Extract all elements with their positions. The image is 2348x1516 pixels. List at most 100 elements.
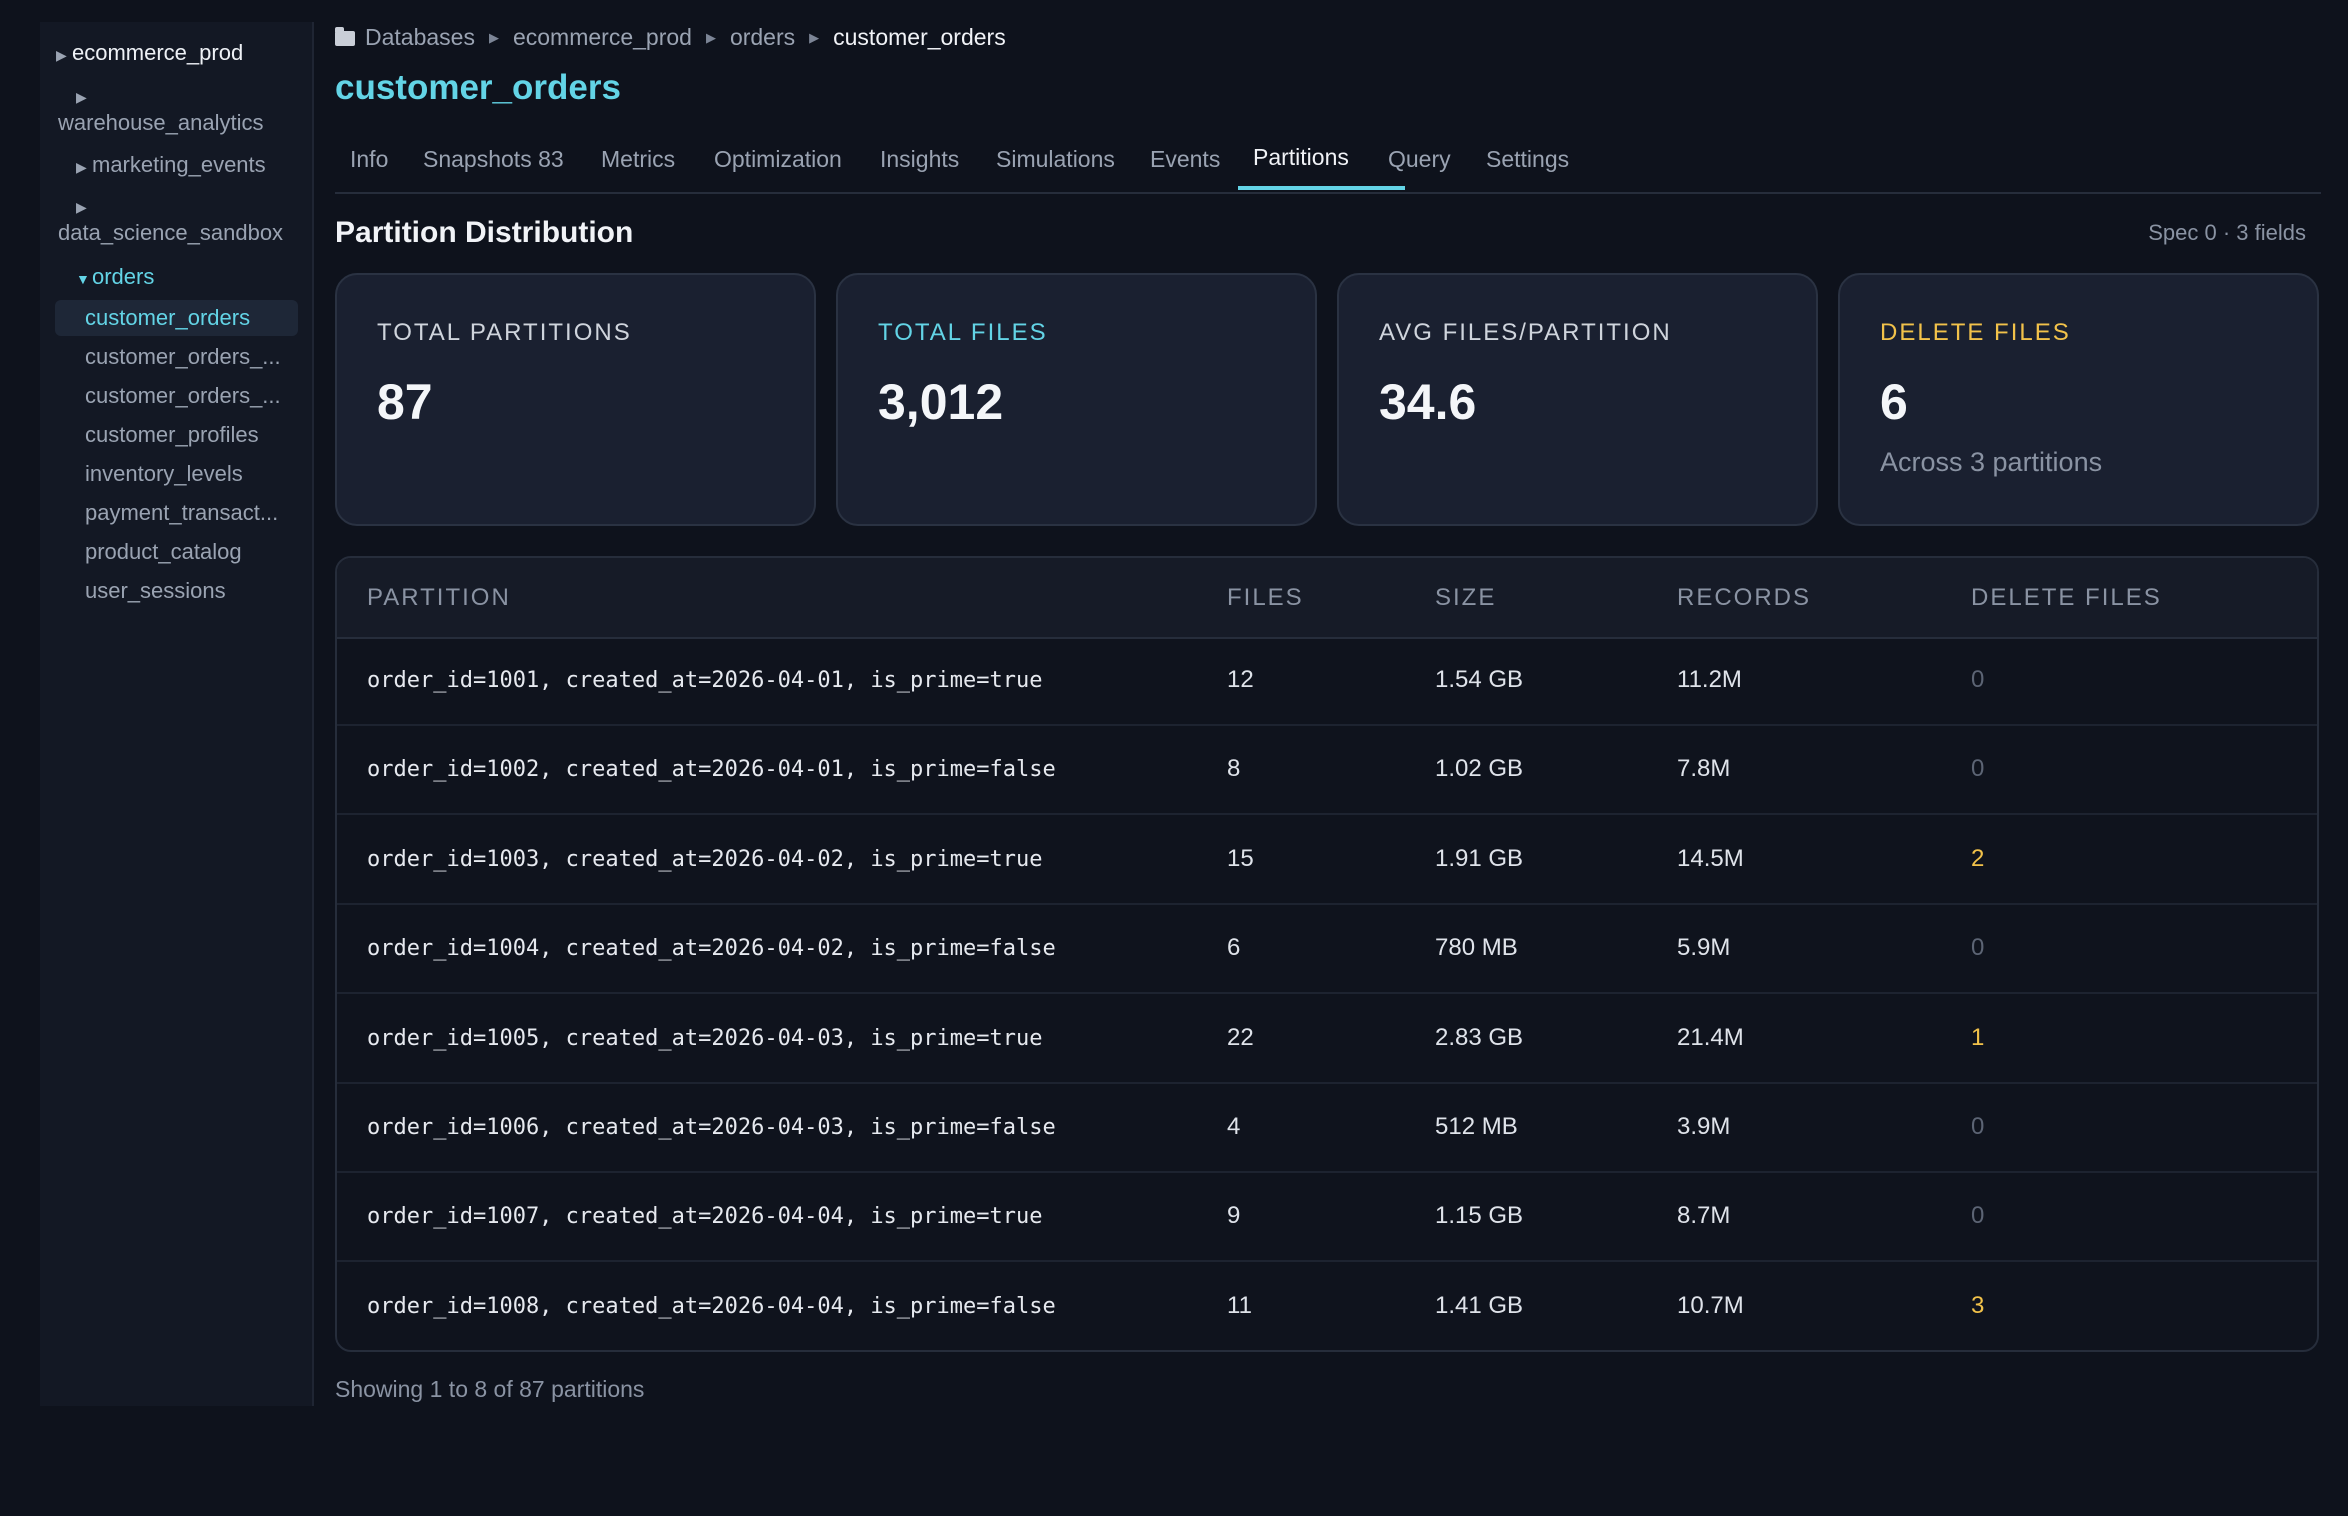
folder-icon [335, 27, 355, 46]
cell-records: 7.8M [1677, 755, 1731, 783]
table-row[interactable]: order_id=1004, created_at=2026-04-02, is… [337, 905, 2317, 995]
sidebar: ▶ ecommerce_prod ▶ warehouse_analytics ▶ m… [40, 22, 314, 1406]
sidebar-table-item[interactable]: customer_orders_... [85, 344, 281, 369]
partition-spec-info: Spec 0 · 3 fields [2148, 220, 2306, 245]
tab-insights[interactable]: Insights [880, 146, 960, 172]
breadcrumb-databases[interactable]: Databases [365, 24, 475, 50]
table-row[interactable]: order_id=1001, created_at=2026-04-01, is… [337, 637, 2317, 726]
table-header: PARTITION FILES SIZE RECORDS DELETE FILE… [337, 558, 2317, 639]
cell-size: 1.91 GB [1435, 844, 1524, 872]
tree-node-orders[interactable]: ▼orders [76, 264, 154, 290]
tab-events[interactable]: Events [1150, 146, 1221, 172]
stat-value: 6 [1880, 374, 1908, 430]
sidebar-table-user-sessions[interactable]: user_sessions [85, 578, 226, 603]
table-row[interactable]: order_id=1006, created_at=2026-04-03, is… [337, 1084, 2317, 1173]
cell-partition: order_id=1004, created_at=2026-04-02, is… [367, 936, 1056, 962]
column-header-files[interactable]: FILES [1227, 584, 1304, 611]
chevron-right-icon: ▶ [76, 199, 87, 215]
tree-node-warehouse-analytics[interactable]: ▶ warehouse_analytics [58, 82, 281, 135]
column-header-delete-files[interactable]: DELETE FILES [1971, 584, 2162, 611]
chevron-right-icon: ▶ [76, 89, 87, 105]
chevron-right-icon: ▶ [76, 159, 87, 175]
cell-files: 15 [1227, 844, 1254, 872]
tab-query[interactable]: Query [1388, 146, 1451, 172]
cell-delete-files: 1 [1971, 1023, 1985, 1051]
cell-delete-files: 2 [1971, 844, 1985, 872]
tab-info[interactable]: Info [350, 146, 389, 172]
cell-records: 14.5M [1677, 844, 1744, 872]
tree-node-label: warehouse_analytics [58, 110, 264, 135]
tab-metrics[interactable]: Metrics [601, 146, 676, 172]
cell-delete-files: 0 [1971, 755, 1985, 783]
breadcrumb-current: customer_orders [833, 24, 1006, 50]
tree-node-ecommerce-prod[interactable]: ▶ ecommerce_prod [56, 40, 243, 66]
cell-partition: order_id=1008, created_at=2026-04-04, is… [367, 1293, 1056, 1319]
cell-delete-files: 0 [1971, 934, 1985, 962]
chevron-right-icon: ▶ [56, 47, 67, 63]
tab-settings[interactable]: Settings [1486, 146, 1570, 172]
table-row[interactable]: order_id=1005, created_at=2026-04-03, is… [337, 995, 2317, 1084]
cell-delete-files: 0 [1971, 1202, 1985, 1230]
cell-size: 512 MB [1435, 1113, 1518, 1140]
main-content: Databases ▶ ecommerce_prod ▶ orders ▶ customer… [335, 0, 2321, 1516]
table-row[interactable]: order_id=1007, created_at=2026-04-04, is… [337, 1173, 2317, 1263]
table-row[interactable]: order_id=1002, created_at=2026-04-01, is… [337, 726, 2317, 816]
stat-value: 87 [377, 374, 433, 430]
cell-records: 10.7M [1677, 1291, 1744, 1319]
cell-records: 8.7M [1677, 1202, 1731, 1230]
sidebar-table-customer-profiles[interactable]: customer_profiles [85, 422, 259, 447]
cell-records: 21.4M [1677, 1023, 1744, 1051]
cell-partition: order_id=1007, created_at=2026-04-04, is… [367, 1204, 1043, 1230]
column-header-records[interactable]: RECORDS [1677, 584, 1812, 611]
column-header-size[interactable]: SIZE [1435, 584, 1497, 611]
cell-files: 22 [1227, 1023, 1254, 1051]
cell-files: 4 [1227, 1113, 1241, 1140]
breadcrumb-orders[interactable]: orders [729, 24, 796, 50]
stat-value: 3,012 [878, 374, 1004, 430]
column-header-partition[interactable]: PARTITION [367, 584, 511, 611]
cell-size: 1.54 GB [1435, 666, 1524, 693]
stat-subtext: Across 3 partitions [1880, 447, 2103, 477]
stat-card-total-partitions: TOTAL PARTITIONS 87 [335, 273, 816, 526]
table-row[interactable]: order_id=1008, created_at=2026-04-04, is… [337, 1263, 2317, 1350]
chevron-right-icon: ▶ [488, 30, 499, 45]
page-title: customer_orders [335, 68, 621, 107]
section-title: Partition Distribution [335, 216, 634, 249]
sidebar-table-product-catalog[interactable]: product_catalog [85, 539, 242, 564]
sidebar-table-item[interactable]: customer_orders_... [85, 383, 281, 408]
breadcrumb-ecommerce-prod[interactable]: ecommerce_prod [512, 24, 692, 50]
chevron-right-icon: ▶ [809, 30, 820, 45]
cell-partition: order_id=1006, created_at=2026-04-03, is… [367, 1115, 1056, 1140]
tree-node-data-science-sandbox[interactable]: ▶ data_science_sandbox [58, 192, 301, 245]
tree-node-label: data_science_sandbox [58, 220, 284, 245]
tab-partitions[interactable]: Partitions [1253, 144, 1349, 170]
cell-size: 1.41 GB [1435, 1291, 1524, 1319]
stat-card-delete-files: DELETE FILES 6 Across 3 partitions [1838, 273, 2319, 526]
sidebar-table-customer-orders[interactable]: customer_orders [55, 300, 298, 336]
tab-optimization[interactable]: Optimization [714, 146, 842, 172]
table-row[interactable]: order_id=1003, created_at=2026-04-02, is… [337, 816, 2317, 905]
cell-records: 5.9M [1677, 934, 1731, 962]
cell-size: 780 MB [1435, 934, 1518, 962]
stat-label: DELETE FILES [1880, 319, 2071, 346]
tab-snapshots[interactable]: Snapshots 83 [423, 146, 564, 172]
cell-delete-files: 0 [1971, 666, 1985, 693]
cell-size: 1.15 GB [1435, 1202, 1524, 1230]
cell-partition: order_id=1001, created_at=2026-04-01, is… [367, 668, 1043, 693]
stat-card-total-files: TOTAL FILES 3,012 [836, 273, 1317, 526]
cell-partition: order_id=1005, created_at=2026-04-03, is… [367, 1025, 1043, 1051]
sidebar-table-inventory-levels[interactable]: inventory_levels [85, 461, 243, 486]
tree-node-label: ecommerce_prod [72, 40, 244, 65]
tree-node-label: orders [92, 264, 155, 289]
cell-partition: order_id=1002, created_at=2026-04-01, is… [367, 757, 1056, 783]
tree-node-marketing-events[interactable]: ▶ marketing_events [76, 152, 266, 178]
tab-simulations[interactable]: Simulations [996, 146, 1115, 172]
breadcrumb: Databases ▶ ecommerce_prod ▶ orders ▶ customer… [335, 24, 1006, 51]
cell-records: 3.9M [1677, 1113, 1731, 1140]
cell-delete-files: 0 [1971, 1113, 1985, 1140]
sidebar-table-payment-transactions[interactable]: payment_transact... [85, 500, 279, 525]
cell-files: 11 [1227, 1291, 1252, 1319]
active-tab-indicator [1238, 186, 1405, 190]
cell-files: 12 [1227, 666, 1254, 693]
partitions-table: PARTITION FILES SIZE RECORDS DELETE FILE… [335, 556, 2319, 1352]
